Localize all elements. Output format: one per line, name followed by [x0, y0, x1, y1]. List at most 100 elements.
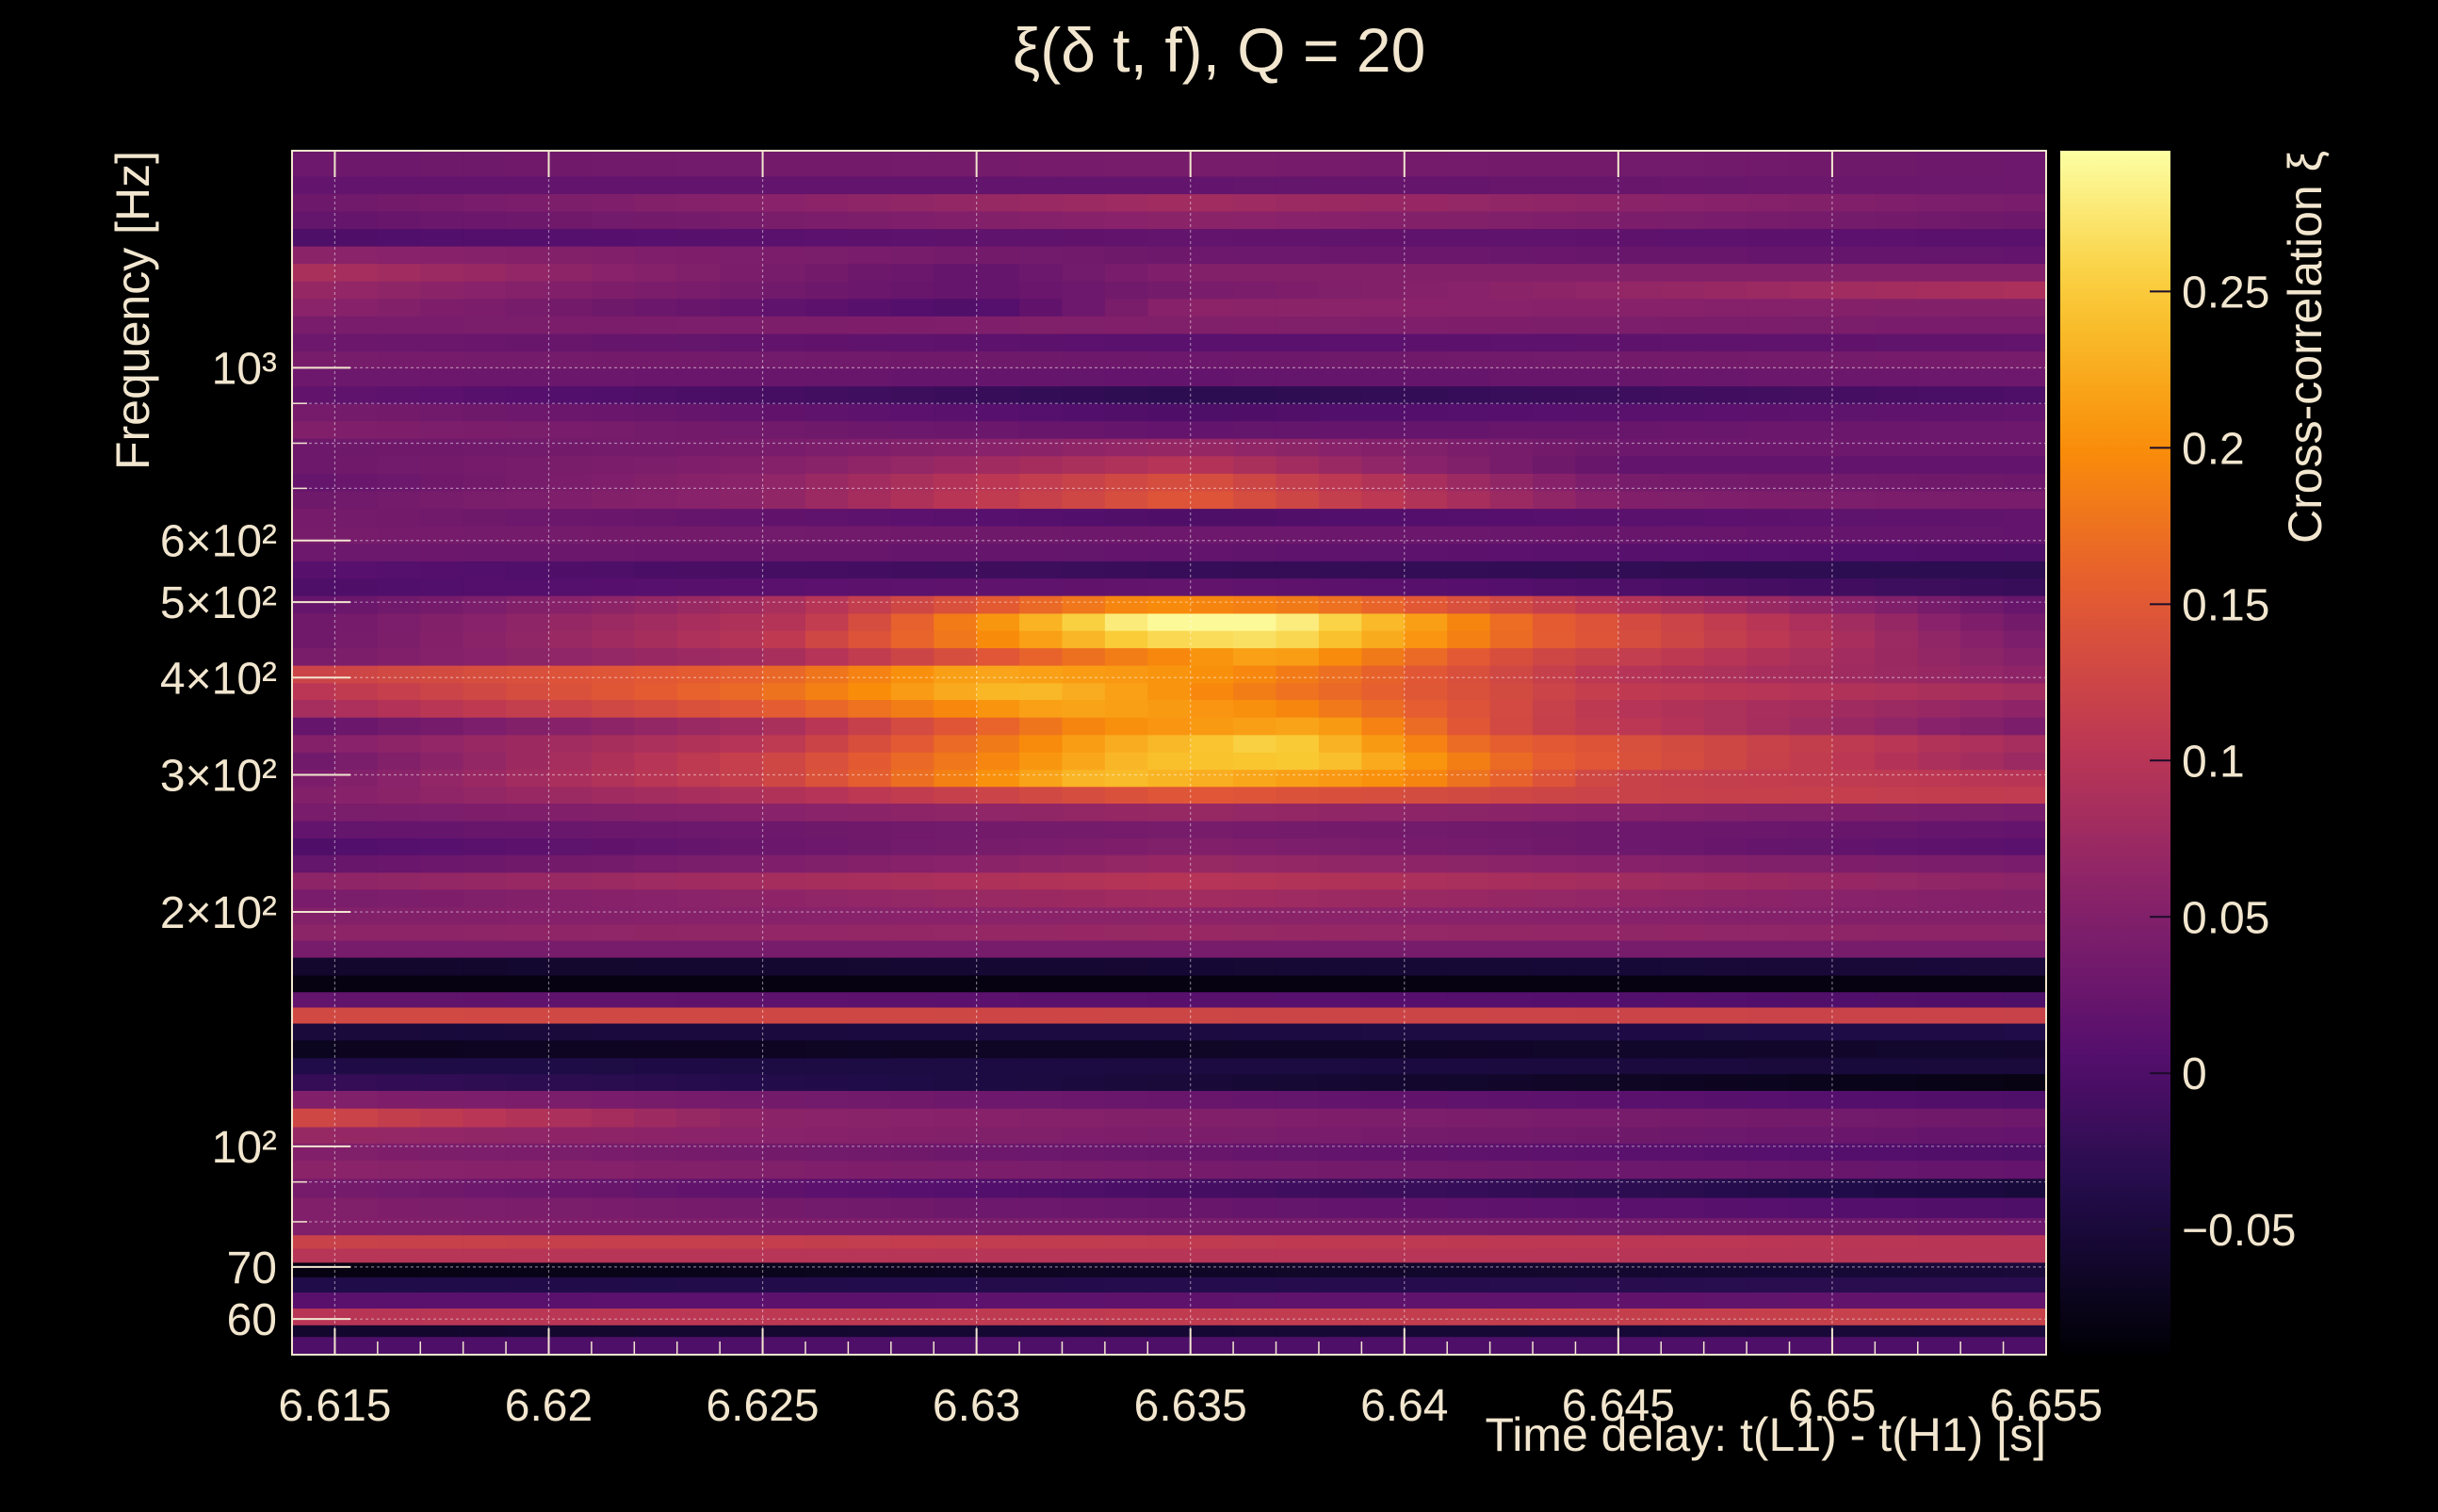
heatmap-cell	[1147, 906, 1192, 925]
heatmap-cell	[1361, 281, 1406, 300]
heatmap-cell	[720, 175, 764, 195]
heatmap-cell	[1703, 699, 1747, 718]
heatmap-cell	[1575, 1196, 1619, 1219]
heatmap-cell	[1190, 906, 1234, 925]
heatmap-cell	[762, 473, 806, 492]
heatmap-cell	[1703, 1022, 1747, 1041]
heatmap-cell	[1789, 350, 1833, 369]
heatmap-cell	[1917, 923, 1961, 941]
heatmap-cell	[720, 595, 764, 614]
heatmap-cell	[1019, 821, 1064, 838]
heatmap-cell	[934, 333, 978, 352]
heatmap-cell	[1361, 508, 1406, 527]
heatmap-cell	[890, 752, 935, 771]
heatmap-cell	[1233, 438, 1277, 457]
heatmap-cell	[805, 420, 849, 439]
heatmap-cell	[420, 923, 464, 941]
heatmap-cell	[1661, 193, 1705, 212]
heatmap-cell	[548, 151, 593, 177]
heatmap-cell	[976, 1073, 1020, 1092]
heatmap-cell	[762, 333, 806, 352]
heatmap-cell	[1960, 193, 2005, 212]
heatmap-cell	[1190, 210, 1234, 230]
heatmap-cell	[1190, 1090, 1234, 1109]
heatmap-cell	[805, 1022, 849, 1041]
heatmap-cell	[890, 1143, 935, 1162]
heatmap-cell	[420, 1057, 464, 1075]
heatmap-cell	[506, 837, 550, 855]
heatmap-cell	[1661, 1196, 1705, 1219]
heatmap-cell	[1533, 717, 1577, 736]
heatmap-cell	[805, 245, 849, 265]
heatmap-cell	[420, 298, 464, 317]
heatmap-cell	[1318, 630, 1362, 649]
heatmap-cell	[676, 1217, 721, 1236]
heatmap-cell	[1831, 1336, 1876, 1356]
heatmap-cell	[1960, 612, 2005, 631]
heatmap-cell	[506, 350, 550, 369]
heatmap-cell	[1831, 1090, 1876, 1109]
heatmap-cell	[634, 821, 678, 838]
y-tick-label: 10³	[212, 344, 277, 394]
heatmap-cell	[1447, 647, 1491, 666]
heatmap-cell	[634, 1308, 678, 1325]
heatmap-cell	[976, 871, 1020, 890]
heatmap-cell	[1147, 888, 1192, 908]
heatmap-cell	[1147, 175, 1192, 195]
heatmap-cell	[1147, 1276, 1192, 1293]
heatmap-cell	[1703, 1261, 1747, 1277]
heatmap-cell	[976, 1006, 1020, 1024]
heatmap-cell	[1575, 543, 1619, 561]
heatmap-cell	[377, 333, 421, 352]
heatmap-cell	[377, 1247, 421, 1263]
heatmap-cell	[1661, 991, 1705, 1008]
heatmap-cell	[976, 1276, 1020, 1293]
heatmap-cell	[548, 1247, 593, 1263]
heatmap-cell	[976, 1022, 1020, 1041]
heatmap-cell	[1190, 385, 1234, 404]
heatmap-cell	[377, 1143, 421, 1162]
heatmap-cell	[676, 1276, 721, 1293]
heatmap-cell	[1233, 1022, 1277, 1041]
heatmap-cell	[1617, 1217, 1662, 1236]
heatmap-cell	[1147, 228, 1192, 247]
heatmap-cell	[2003, 1261, 2047, 1277]
heatmap-cell	[1917, 837, 1961, 855]
heatmap-cell	[1190, 1196, 1234, 1219]
heatmap-cell	[1190, 1178, 1234, 1198]
heatmap-cell	[1747, 1126, 1791, 1144]
heatmap-cell	[1489, 769, 1534, 788]
heatmap-cell	[1233, 508, 1277, 527]
heatmap-cell	[1318, 1108, 1362, 1128]
heatmap-cell	[890, 888, 935, 908]
heatmap-cell	[506, 420, 550, 439]
heatmap-cell	[720, 1247, 764, 1263]
heatmap-cell	[1875, 543, 1919, 561]
heatmap-cell	[292, 298, 336, 317]
heatmap-cell	[676, 1073, 721, 1092]
heatmap-cell	[848, 508, 892, 527]
heatmap-cell	[762, 734, 806, 753]
heatmap-cell	[634, 1336, 678, 1356]
heatmap-cell	[334, 821, 379, 838]
heatmap-cell	[1661, 473, 1705, 492]
heatmap-cell	[1575, 151, 1619, 177]
heatmap-cell	[890, 508, 935, 527]
heatmap-cell	[634, 245, 678, 265]
heatmap-cell	[1276, 281, 1320, 300]
heatmap-cell	[848, 1336, 892, 1356]
heatmap-cell	[420, 525, 464, 545]
heatmap-cell	[1361, 786, 1406, 805]
heatmap-cell	[848, 577, 892, 596]
heatmap-cell	[548, 1022, 593, 1041]
heatmap-cell	[805, 1336, 849, 1356]
heatmap-cell	[1661, 420, 1705, 439]
heatmap-cell	[1104, 543, 1148, 561]
heatmap-cell	[548, 1073, 593, 1092]
heatmap-cell	[1233, 1039, 1277, 1059]
heatmap-cell	[463, 525, 507, 545]
heatmap-cell	[1533, 906, 1577, 925]
heatmap-cell	[1361, 438, 1406, 457]
heatmap-cell	[1447, 1039, 1491, 1059]
heatmap-cell	[591, 1073, 635, 1092]
